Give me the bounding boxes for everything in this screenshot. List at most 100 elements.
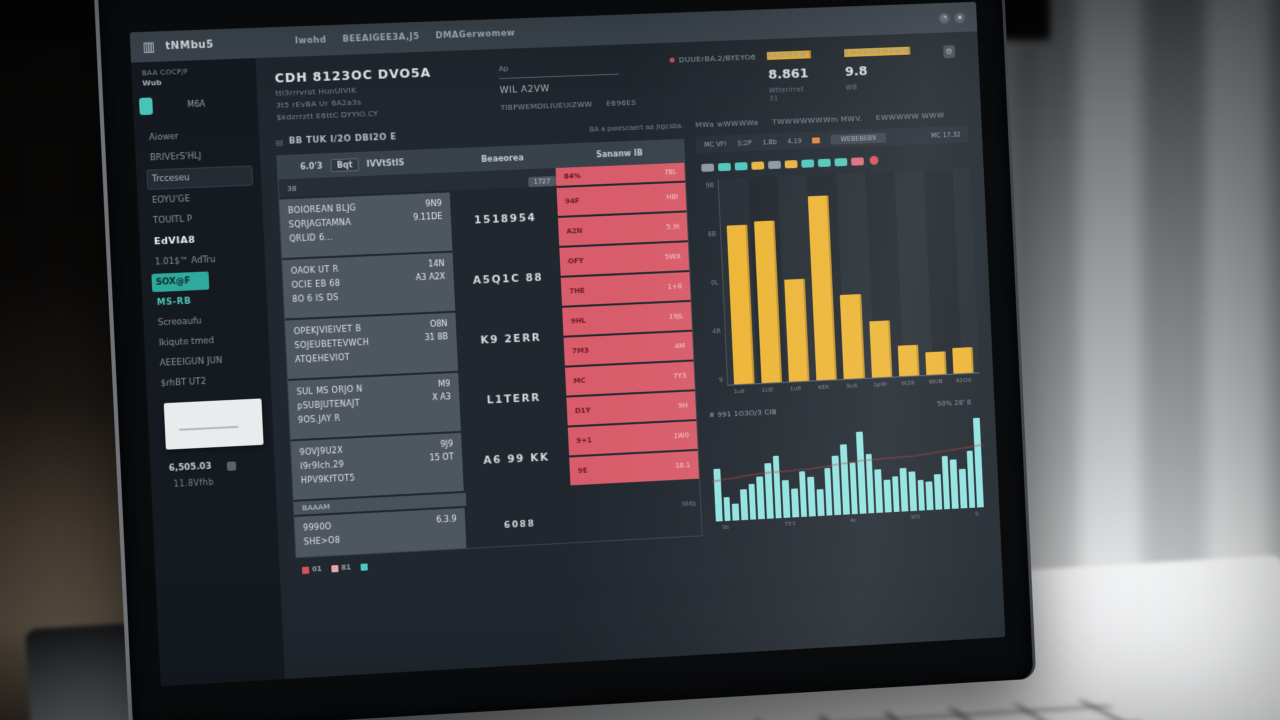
histogram-chart: # 991 1O3O/3 CIB 50% 28' 8 9b TE3 4r W5 9: [709, 395, 987, 532]
filter-chip-icon[interactable]: [812, 136, 821, 144]
table-tab-1[interactable]: 6.0'3: [299, 161, 323, 172]
laptop: ▥ tNMbu5 Iwohd BEEAIGEE3A,J5 DMAGerwomew ◔…: [92, 0, 1037, 720]
nav-item[interactable]: Iwohd: [294, 35, 327, 47]
row-main-cell: OAOK UT R OCIE EB 68 8O 6 IS DS 14N A3 A2X: [282, 252, 457, 319]
alert-cell: 7M3 4M: [563, 331, 694, 366]
app-logo-icon[interactable]: ▥: [142, 39, 156, 55]
row-number: A3 A2X: [415, 271, 446, 283]
chart-bar: [868, 320, 893, 378]
sidebar-balance: 6,505.03: [168, 461, 212, 474]
alert-value: OFY: [567, 256, 584, 266]
legend-item: [359, 562, 368, 571]
tag-chip[interactable]: [701, 162, 715, 172]
toolbar-stat[interactable]: MC VF!: [703, 139, 727, 149]
sidebar-item[interactable]: TOUITL P: [152, 214, 193, 227]
toolbar-wide-label[interactable]: WEBEBEB9: [830, 132, 886, 145]
table-panel-note: BA a pwescaert aa Jrgcsba.: [589, 121, 684, 134]
chart-tab[interactable]: TWWWWWWWm MWV.: [772, 113, 863, 126]
workspace-tile-icon[interactable]: [138, 97, 154, 116]
field-caption: TiBPWEMDILIUEUIZWW: [500, 99, 593, 113]
kpi-value: 9.8: [844, 64, 868, 80]
sidebar-item[interactable]: Ikiqute tmed: [158, 335, 215, 349]
tag-chip[interactable]: [767, 160, 781, 169]
kpi-label: BWBBWBWBWW: [844, 46, 911, 58]
alert-value-2: H8I: [666, 192, 679, 202]
alert-value: 84%: [563, 171, 581, 181]
table-panel-title: ▤ BB TUK I/2O DBI2O E: [275, 132, 396, 147]
toolbar-stat[interactable]: S:2P: [737, 138, 752, 148]
legend-item: 01: [301, 565, 322, 574]
histogram-right-label: 50% 28' 8: [936, 398, 972, 409]
x-tick-label: WUB: [928, 378, 943, 386]
table-panel: ▤ BB TUK I/2O DBI2O E BA a pwescaert aa …: [275, 116, 708, 678]
row-center-value: K9 2ERR: [480, 331, 542, 347]
sidebar-item[interactable]: Trcceseu: [146, 165, 254, 190]
alert-value-2: 9H: [677, 401, 688, 411]
alert-cell: D1Y 9H: [566, 391, 697, 426]
sidebar-item[interactable]: Screoaufu: [157, 316, 202, 329]
column-header[interactable]: Sananw IB: [595, 148, 644, 160]
sidebar-item[interactable]: Aiower: [148, 131, 179, 144]
toolbar-stat[interactable]: 4.19: [787, 136, 802, 146]
legend-swatch-icon: [359, 562, 368, 571]
footer-number: 6.3.9: [435, 514, 457, 525]
tag-chip[interactable]: [850, 156, 864, 166]
sidebar-item[interactable]: EOYU'GE: [151, 194, 191, 206]
bell-icon[interactable]: ◔: [938, 12, 950, 24]
workspace-tile-label: M6A: [187, 99, 206, 110]
legend-label: 81: [341, 563, 352, 572]
laptop-bezel: ▥ tNMbu5 Iwohd BEEAIGEE3A,J5 DMAGerwomew ◔…: [92, 0, 1037, 720]
gear-icon[interactable]: ⚙: [942, 44, 956, 59]
kpi-sub: WB: [845, 83, 858, 92]
sidebar-item[interactable]: AEEEIGUN JUN: [159, 355, 223, 369]
sidebar-item[interactable]: SOX@F: [151, 271, 210, 293]
alert-value: A2N: [566, 226, 583, 236]
nav-item[interactable]: BEEAIGEE3A,J5: [342, 31, 420, 45]
table-tab-2[interactable]: Bqt: [330, 158, 359, 173]
sidebar-item[interactable]: EdVIA8: [153, 234, 196, 248]
nav-item[interactable]: DMAGerwomew: [435, 28, 516, 42]
tag-chip[interactable]: [801, 158, 815, 168]
tag-chip[interactable]: [717, 162, 731, 171]
alert-value-2: 19JL: [668, 312, 684, 321]
tag-chip[interactable]: [817, 158, 831, 167]
x-tick-label: KEK: [817, 383, 830, 392]
alert-cell: 94F H8I: [556, 182, 687, 216]
sidebar-item[interactable]: $rhBT UT2: [160, 376, 207, 390]
row-main-cell: BOIOREAN BLJG SQRJAGTAMNA QRLID 6… 9N9 9.11D…: [279, 192, 454, 259]
avatar-icon[interactable]: ▪: [954, 11, 966, 23]
alert-value: 7HE: [569, 286, 585, 296]
x-tick-label: 42O0: [955, 376, 972, 385]
alert-value-2: 78L: [663, 168, 677, 177]
chart-tab[interactable]: MWa wWWWWa: [695, 117, 759, 129]
bar-chart: 9B 8B 0L 4R 9: [698, 168, 980, 387]
x-tick-label: 1u6: [733, 387, 746, 396]
tag-chip[interactable]: [784, 159, 798, 168]
alert-value: D1Y: [574, 406, 591, 416]
toolbar-stat[interactable]: 1.8b: [762, 137, 777, 147]
grid-icon: ▤: [275, 137, 284, 147]
sidebar-item[interactable]: BRIVErS'HLJ: [149, 151, 202, 164]
row-main-cell: 9OVJ9U2X I9r9Ich.29 HPV9KfTOT5 9J9 15 OT: [290, 432, 466, 500]
row-number: M9: [437, 379, 451, 389]
kpi-sub: Wtterirret 31: [768, 85, 805, 103]
sidebar-item[interactable]: MS-RB: [156, 296, 192, 309]
sidebar-preview-card[interactable]: [163, 398, 264, 450]
row-number: O8N: [429, 319, 448, 329]
histogram-title: # 991 1O3O/3 CIB: [708, 408, 778, 420]
y-tick-label: 0L: [710, 278, 719, 287]
tag-chip-row: [701, 152, 970, 172]
tag-chip[interactable]: [834, 157, 848, 166]
column-header[interactable]: Beaeorea: [480, 153, 524, 165]
tag-chip[interactable]: [751, 160, 765, 170]
table-tab-3[interactable]: IVVtStIS: [366, 158, 405, 169]
toolbar-right-label: MC 17.32: [930, 130, 961, 140]
tag-chip[interactable]: [734, 161, 748, 171]
chart-tab[interactable]: EWWWWW WWW: [875, 110, 945, 122]
kpi-label: BBWWBW: [767, 50, 812, 60]
chart-bar: [925, 351, 947, 375]
checkbox-icon[interactable]: [226, 460, 237, 471]
kpi-stat: BWBBWBWBWW 9.8 WB: [844, 46, 912, 100]
sidebar-item[interactable]: 1.01$™ AdTru: [154, 254, 216, 268]
